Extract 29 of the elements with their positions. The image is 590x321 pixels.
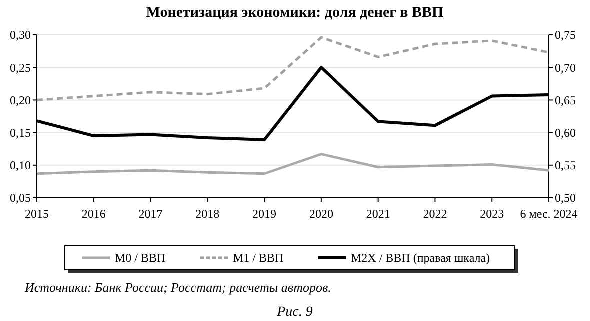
x-tick-label: 2018	[196, 207, 220, 221]
y2-tick-label: 0,75	[555, 28, 576, 42]
x-tick-label: 2022	[423, 207, 448, 221]
y-tick-label: 0,30	[10, 28, 31, 42]
x-tick-label: 2015	[25, 207, 49, 221]
x-tick-label: 2023	[480, 207, 504, 221]
y-tick-label: 0,10	[10, 158, 31, 173]
x-tick-label: 2021	[366, 207, 390, 221]
x-tick-label: 2016	[82, 207, 106, 221]
y2-tick-label: 0,70	[555, 60, 576, 75]
y-tick-label: 0,15	[10, 126, 31, 140]
legend-label: М2Х / ВВП (правая шкала)	[351, 251, 490, 266]
x-tick-label: 6 мес. 2024	[520, 207, 578, 221]
y2-tick-label: 0,60	[555, 126, 576, 140]
chart-title: Монетизация экономики: доля денег в ВВП	[146, 5, 444, 21]
line-series	[36, 153, 550, 176]
legend-label: М1 / ВВП	[233, 251, 284, 266]
y-tick-label: 0,20	[10, 93, 31, 108]
text: Источники: Банк России; Росстат; расчеты авторов.	[24, 280, 332, 295]
y2-tick-label: 0,55	[555, 158, 576, 173]
x-tick-label: 2019	[252, 207, 277, 221]
y2-tick-label: 0,50	[555, 191, 576, 206]
legend-label: М0 / ВВП	[115, 251, 166, 266]
text: Рис. 9	[276, 305, 313, 320]
y-tick-label: 0,25	[10, 60, 31, 75]
x-tick-label: 2020	[309, 207, 334, 221]
y-tick-label: 0,05	[10, 191, 31, 206]
x-tick-label: 2017	[138, 207, 163, 221]
y2-tick-label: 0,65	[555, 93, 576, 108]
